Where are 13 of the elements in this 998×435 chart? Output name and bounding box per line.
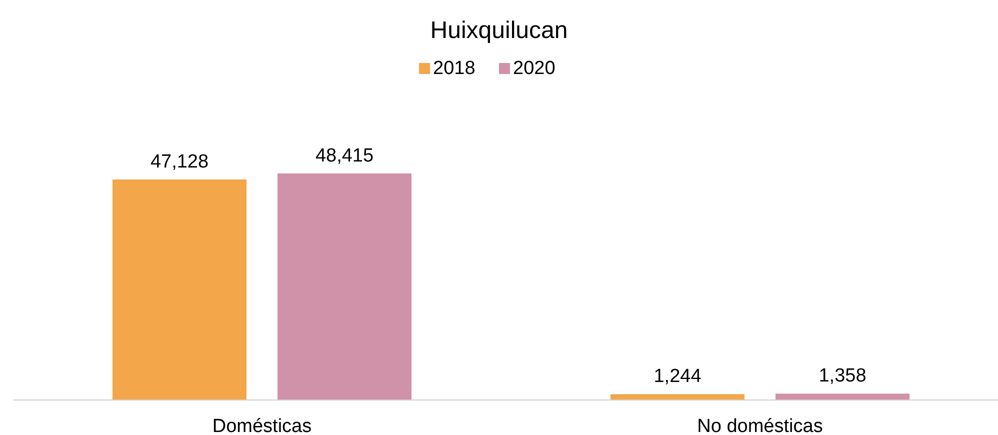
bar (776, 394, 910, 400)
legend-label: 2018 (433, 58, 476, 79)
data-label: 1,244 (654, 366, 702, 388)
data-label: 47,128 (150, 151, 209, 172)
bar (278, 173, 412, 400)
legend-label: 2020 (513, 58, 556, 79)
data-label: 1,358 (818, 366, 866, 387)
bar (112, 179, 246, 400)
x-tick-label: No domésticas (697, 416, 823, 435)
x-tick-label: Domésticas (212, 416, 312, 435)
bar (610, 394, 744, 400)
data-label: 48,415 (315, 145, 374, 166)
chart-title: Huixquilucan (430, 17, 568, 44)
